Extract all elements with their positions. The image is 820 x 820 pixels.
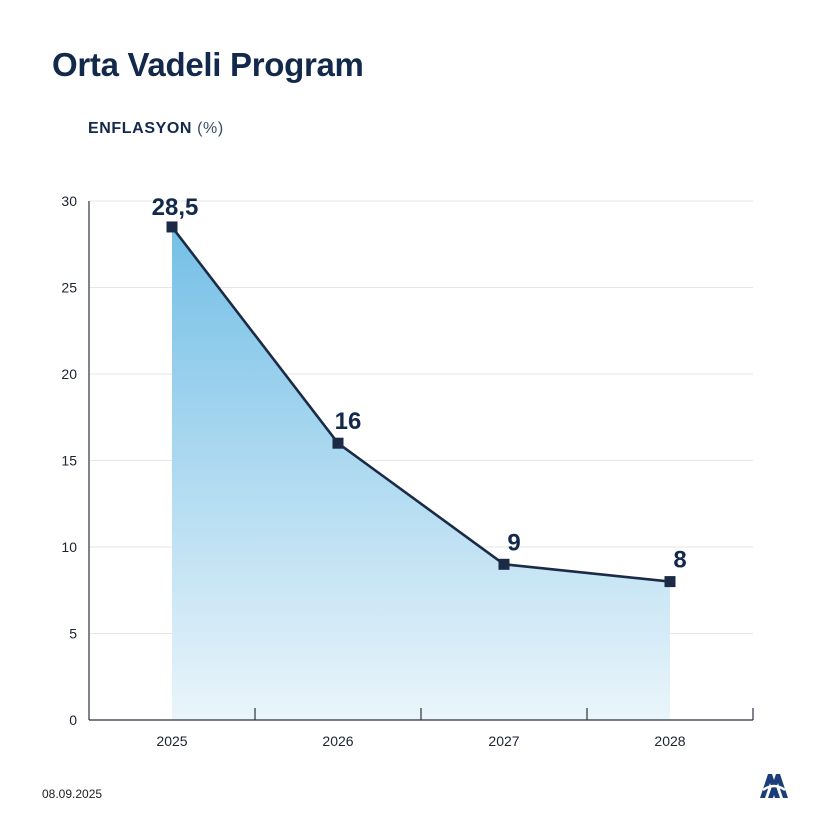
data-label: 16 [335, 408, 362, 435]
series-line [170, 226, 671, 583]
aa-logo-icon [760, 774, 788, 798]
data-point-marker [664, 576, 676, 588]
data-label: 8 [673, 547, 686, 574]
data-point-marker [332, 437, 344, 449]
y-tick-label: 15 [61, 453, 77, 469]
data-point-marker [166, 221, 178, 233]
y-tick-label: 10 [61, 539, 77, 555]
y-tick-label: 5 [69, 626, 77, 642]
publish-date: 08.09.2025 [42, 787, 103, 801]
labels-layer: 28,5 16 9 8 [152, 194, 687, 574]
subtitle-unit: (%) [197, 120, 224, 137]
y-tick-label: 0 [69, 712, 77, 728]
y-tick-label: 20 [61, 366, 77, 382]
data-label: 9 [507, 529, 520, 556]
y-tick-label: 30 [61, 193, 77, 209]
chart-subtitle: ENFLASYON (%) [88, 120, 224, 138]
x-tick-label: 2026 [322, 733, 353, 749]
data-point-marker [498, 558, 510, 570]
area-layer [172, 226, 670, 720]
marks-layer [166, 221, 676, 588]
x-tick-label: 2027 [488, 733, 519, 749]
x-tick-label: 2028 [654, 733, 685, 749]
data-label: 28,5 [152, 194, 199, 221]
page-title: Orta Vadeli Program [52, 46, 364, 83]
series-area [172, 226, 670, 720]
subtitle-main: ENFLASYON [88, 120, 193, 137]
y-tick-label: 25 [61, 280, 77, 296]
x-tick-label: 2025 [156, 733, 187, 749]
